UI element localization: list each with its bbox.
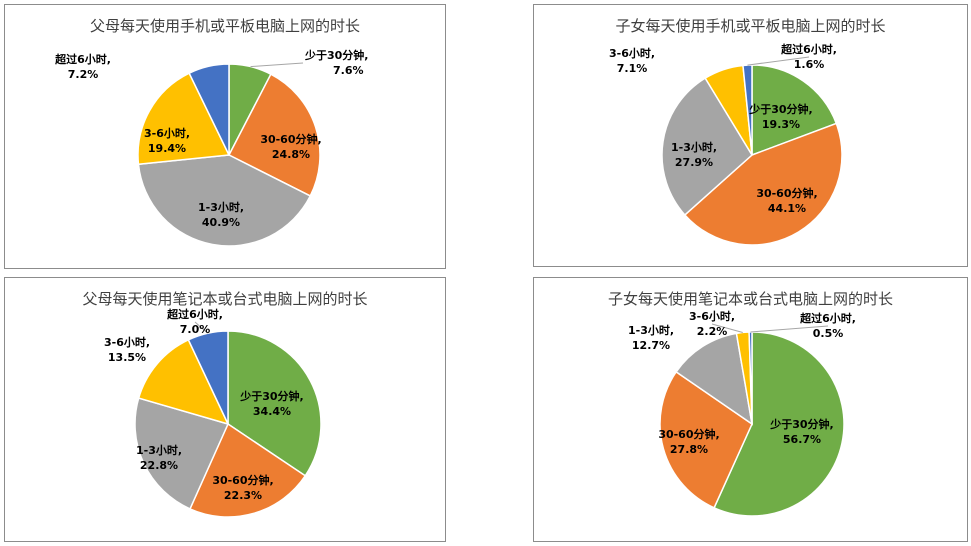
data-label-category: 1-3小时, xyxy=(136,443,182,457)
leader-line xyxy=(711,323,743,333)
data-label-value: 22.8% xyxy=(140,459,178,472)
pie-slice-1-3小时 xyxy=(661,77,753,217)
data-label-value: 12.7% xyxy=(632,339,670,352)
data-label-category: 3-6小时, xyxy=(689,309,735,323)
data-label-category: 30-60分钟, xyxy=(260,132,321,146)
pie-slice-少于30分钟 xyxy=(751,64,838,157)
data-label-category: 1-3小时, xyxy=(628,323,674,337)
pie-slice-30-60分钟 xyxy=(683,122,843,246)
data-label-category: 少于30分钟, xyxy=(769,417,834,431)
data-label-value: 13.5% xyxy=(108,351,146,364)
data-label-value: 27.9% xyxy=(675,156,713,169)
data-labels: 少于30分钟, 19.3% 30-60分钟, 44.1% 1-3小时, 27.9% 3-6小… xyxy=(609,42,837,215)
data-label-value: 24.8% xyxy=(272,148,310,161)
data-label-category: 3-6小时, xyxy=(609,46,655,60)
pie-slice-1-3小时 xyxy=(137,154,312,247)
data-label-category: 1-3小时, xyxy=(671,140,717,154)
pie-chart-parents-pc: 少于30分钟, 34.4% 30-60分钟, 22.3% 1-3小时, 22.8% 3-6小… xyxy=(104,307,322,518)
pie-slice-3-6小时 xyxy=(137,338,230,426)
data-label-category: 30-60分钟, xyxy=(658,427,719,441)
pie-slice-30-60分钟 xyxy=(189,422,307,518)
data-label-value: 40.9% xyxy=(202,216,240,229)
data-label-value: 19.3% xyxy=(762,118,800,131)
data-label-value: 7.2% xyxy=(68,68,99,81)
data-label-value: 22.3% xyxy=(224,489,262,502)
pie-slice-超过6小时 xyxy=(188,63,230,156)
data-label-category: 超过6小时, xyxy=(780,42,837,56)
pie-chart-children-mobile: 少于30分钟, 19.3% 30-60分钟, 44.1% 1-3小时, 27.9% 3-6小… xyxy=(609,42,843,246)
pie-chart-children-pc: 少于30分钟, 56.7% 30-60分钟, 27.8% 1-3小时, 12.7% 3-6小… xyxy=(628,309,856,517)
data-label-value: 56.7% xyxy=(783,433,821,446)
data-label-value: 7.1% xyxy=(617,62,648,75)
chart-title: 父母每天使用笔记本或台式电脑上网的时长 xyxy=(82,290,368,308)
chart-title: 子女每天使用笔记本或台式电脑上网的时长 xyxy=(607,290,893,308)
data-label-category: 30-60分钟, xyxy=(212,473,273,487)
leader-line xyxy=(750,325,829,333)
data-label-value: 7.0% xyxy=(180,323,211,336)
data-label-category: 3-6小时, xyxy=(144,126,190,140)
chart-panel-parents-mobile: 父母每天使用手机或平板电脑上网的时长 少于30分钟, 7.6% 30-60分钟, 24… xyxy=(4,4,446,269)
chart-title: 父母每天使用手机或平板电脑上网的时长 xyxy=(89,17,360,35)
data-labels: 少于30分钟, 7.6% 30-60分钟, 24.8% 1-3小时, 40.9% 3-6小时… xyxy=(54,48,368,229)
leader-line xyxy=(250,62,304,68)
data-label-category: 少于30分钟, xyxy=(748,102,813,116)
data-label-value: 2.2% xyxy=(697,325,728,338)
data-label-category: 1-3小时, xyxy=(198,200,244,214)
leader-line xyxy=(747,56,810,66)
chart-panel-children-pc: 子女每天使用笔记本或台式电脑上网的时长 少于30分钟, 56.7% 30-60分钟,… xyxy=(533,277,968,542)
pie-slice-1-3小时 xyxy=(675,332,754,426)
leader-line xyxy=(194,321,209,334)
pie-slice-30-60分钟 xyxy=(227,73,321,197)
data-labels: 少于30分钟, 56.7% 30-60分钟, 27.8% 1-3小时, 12.7% 3-6小… xyxy=(628,309,856,456)
data-label-category: 超过6小时, xyxy=(54,52,111,66)
pie-slice-超过6小时 xyxy=(187,330,229,425)
data-label-value: 34.4% xyxy=(253,405,291,418)
data-label-value: 0.5% xyxy=(813,327,844,340)
pie-slice-少于30分钟 xyxy=(227,330,322,477)
data-label-category: 少于30分钟, xyxy=(239,389,304,403)
data-labels: 少于30分钟, 34.4% 30-60分钟, 22.3% 1-3小时, 22.8% 3-6小… xyxy=(104,307,304,502)
data-label-category: 超过6小时, xyxy=(799,311,856,325)
data-label-category: 少于30分钟, xyxy=(304,48,369,62)
pie-slice-30-60分钟 xyxy=(659,370,753,509)
data-label-category: 超过6小时, xyxy=(166,307,223,321)
data-label-value: 27.8% xyxy=(670,443,708,456)
pie-slice-少于30分钟 xyxy=(713,331,845,517)
data-label-value: 19.4% xyxy=(148,142,186,155)
pie-slice-1-3小时 xyxy=(134,397,230,510)
data-label-category: 3-6小时, xyxy=(104,335,150,349)
data-label-value: 7.6% xyxy=(333,64,364,77)
data-label-category: 30-60分钟, xyxy=(756,186,817,200)
chart-panel-children-mobile: 子女每天使用手机或平板电脑上网的时长 少于30分钟, 19.3% 30-60分钟, 4… xyxy=(533,4,968,267)
data-label-value: 44.1% xyxy=(768,202,806,215)
chart-panel-parents-pc: 父母每天使用笔记本或台式电脑上网的时长 少于30分钟, 34.4% 30-60分钟,… xyxy=(4,277,446,542)
data-label-value: 1.6% xyxy=(794,58,825,71)
pie-chart-parents-mobile: 少于30分钟, 7.6% 30-60分钟, 24.8% 1-3小时, 40.9% 3-6小时… xyxy=(54,48,369,247)
chart-title: 子女每天使用手机或平板电脑上网的时长 xyxy=(615,17,886,35)
pie-slice-3-6小时 xyxy=(137,72,231,166)
